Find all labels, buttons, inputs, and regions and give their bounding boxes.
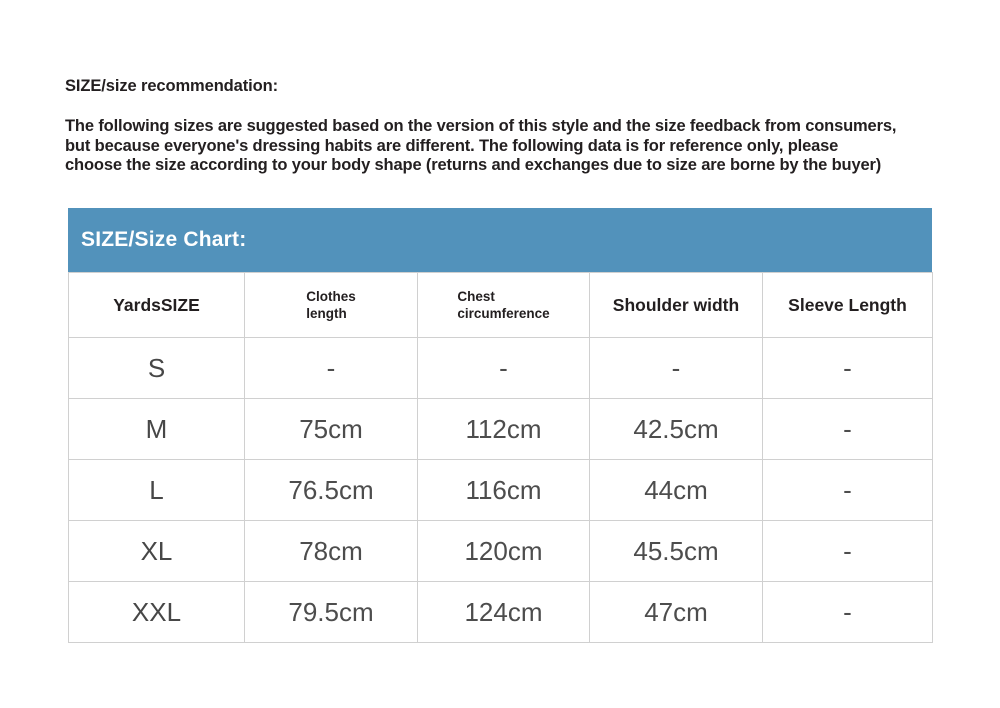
table-row-xxl: XXL 79.5cm 124cm 47cm -	[68, 581, 933, 643]
shoulder-width-cell: 42.5cm	[589, 398, 763, 460]
chest-circumference-cell: 120cm	[417, 520, 590, 582]
paragraph-line: but because everyone's dressing habits a…	[65, 136, 839, 155]
clothes-length-cell: 75cm	[244, 398, 418, 460]
shoulder-width-cell: 47cm	[589, 581, 763, 643]
recommendation-title: SIZE/size recommendation:	[65, 77, 278, 95]
table-row-xl: XL 78cm 120cm 45.5cm -	[68, 520, 933, 582]
col-header-clothes-length-label: Clothes length	[306, 289, 356, 321]
table-row-s: S - - - -	[68, 337, 933, 399]
shoulder-width-cell: 44cm	[589, 459, 763, 521]
size-chart-header-bar: SIZE/Size Chart:	[68, 208, 932, 272]
size-label-cell: L	[68, 459, 245, 521]
header-row: YardsSIZE Clothes length Chest circumfer…	[68, 272, 933, 338]
col-header-chest-circumference-label: Chest circumference	[457, 289, 550, 321]
col-header-yards-size: YardsSIZE	[68, 272, 245, 338]
clothes-length-cell: -	[244, 337, 418, 399]
sleeve-length-cell: -	[762, 337, 933, 399]
col-header-chest-circumference: Chest circumference	[417, 272, 590, 338]
clothes-length-cell: 78cm	[244, 520, 418, 582]
size-label-cell: XXL	[68, 581, 245, 643]
col-header-sleeve-length: Sleeve Length	[762, 272, 933, 338]
chest-circumference-cell: 116cm	[417, 459, 590, 521]
col-header-clothes-length: Clothes length	[244, 272, 418, 338]
chest-circumference-cell: -	[417, 337, 590, 399]
sleeve-length-cell: -	[762, 520, 933, 582]
size-table-body: S - - - - M 75cm 112cm 42.5cm - L 76.5cm…	[68, 337, 933, 643]
sleeve-length-cell: -	[762, 459, 933, 521]
table-row-l: L 76.5cm 116cm 44cm -	[68, 459, 933, 521]
chest-circumference-cell: 124cm	[417, 581, 590, 643]
sleeve-length-cell: -	[762, 398, 933, 460]
chest-circumference-cell: 112cm	[417, 398, 590, 460]
size-label-cell: XL	[68, 520, 245, 582]
paragraph-line: choose the size according to your body s…	[65, 156, 882, 175]
size-table: YardsSIZE Clothes length Chest circumfer…	[68, 272, 933, 643]
size-label-cell: S	[68, 337, 245, 399]
size-chart-title: SIZE/Size Chart:	[81, 228, 247, 251]
paragraph-line: The following sizes are suggested based …	[65, 117, 897, 135]
clothes-length-cell: 76.5cm	[244, 459, 418, 521]
col-header-shoulder-width: Shoulder width	[589, 272, 763, 338]
clothes-length-cell: 79.5cm	[244, 581, 418, 643]
shoulder-width-cell: -	[589, 337, 763, 399]
size-table-header: YardsSIZE Clothes length Chest circumfer…	[68, 272, 933, 338]
shoulder-width-cell: 45.5cm	[589, 520, 763, 582]
recommendation-paragraph: The following sizes are suggested based …	[65, 117, 896, 176]
size-label-cell: M	[68, 398, 245, 460]
sleeve-length-cell: -	[762, 581, 933, 643]
table-row-m: M 75cm 112cm 42.5cm -	[68, 398, 933, 460]
